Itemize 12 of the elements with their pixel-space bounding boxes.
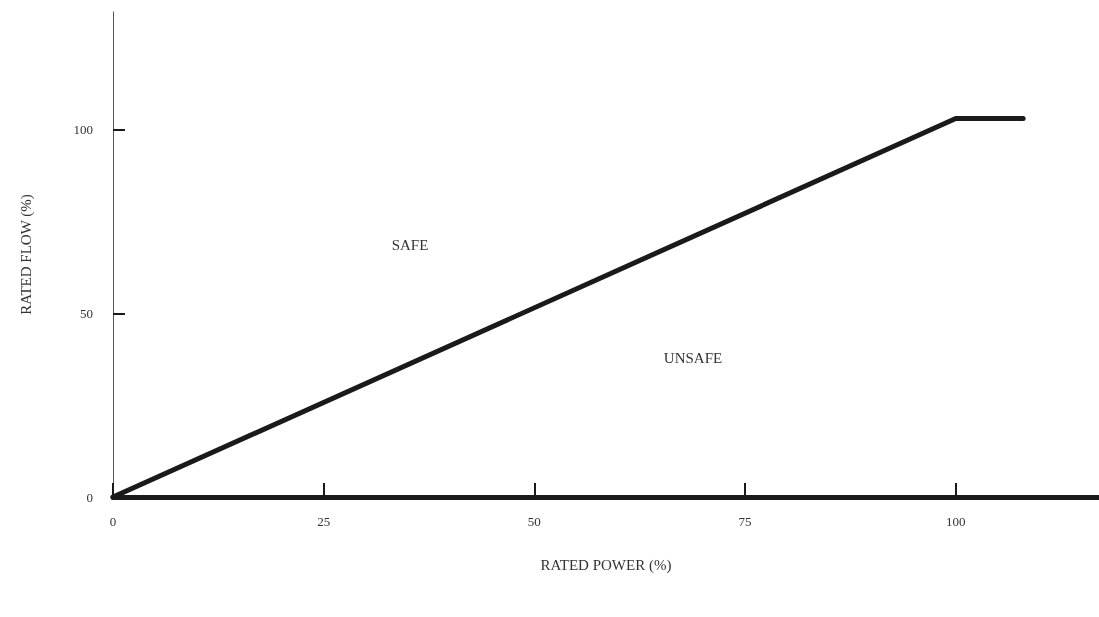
x-axis-title: RATED POWER (%) [540, 556, 672, 574]
x-tick-label: 100 [945, 514, 966, 529]
x-tick-label: 50 [527, 514, 541, 529]
x-tick-label: 75 [738, 514, 752, 529]
y-axis-title: RATED FLOW (%) [17, 194, 35, 315]
annotation: UNSAFE [663, 350, 723, 366]
x-tick-label: 0 [109, 514, 117, 529]
y-tick-label: 100 [73, 122, 93, 138]
x-tick-label: 25 [317, 514, 331, 529]
y-tick-label: 50 [80, 305, 93, 321]
y-tick-label: 0 [86, 489, 93, 505]
annotation: SAFE [391, 237, 429, 253]
